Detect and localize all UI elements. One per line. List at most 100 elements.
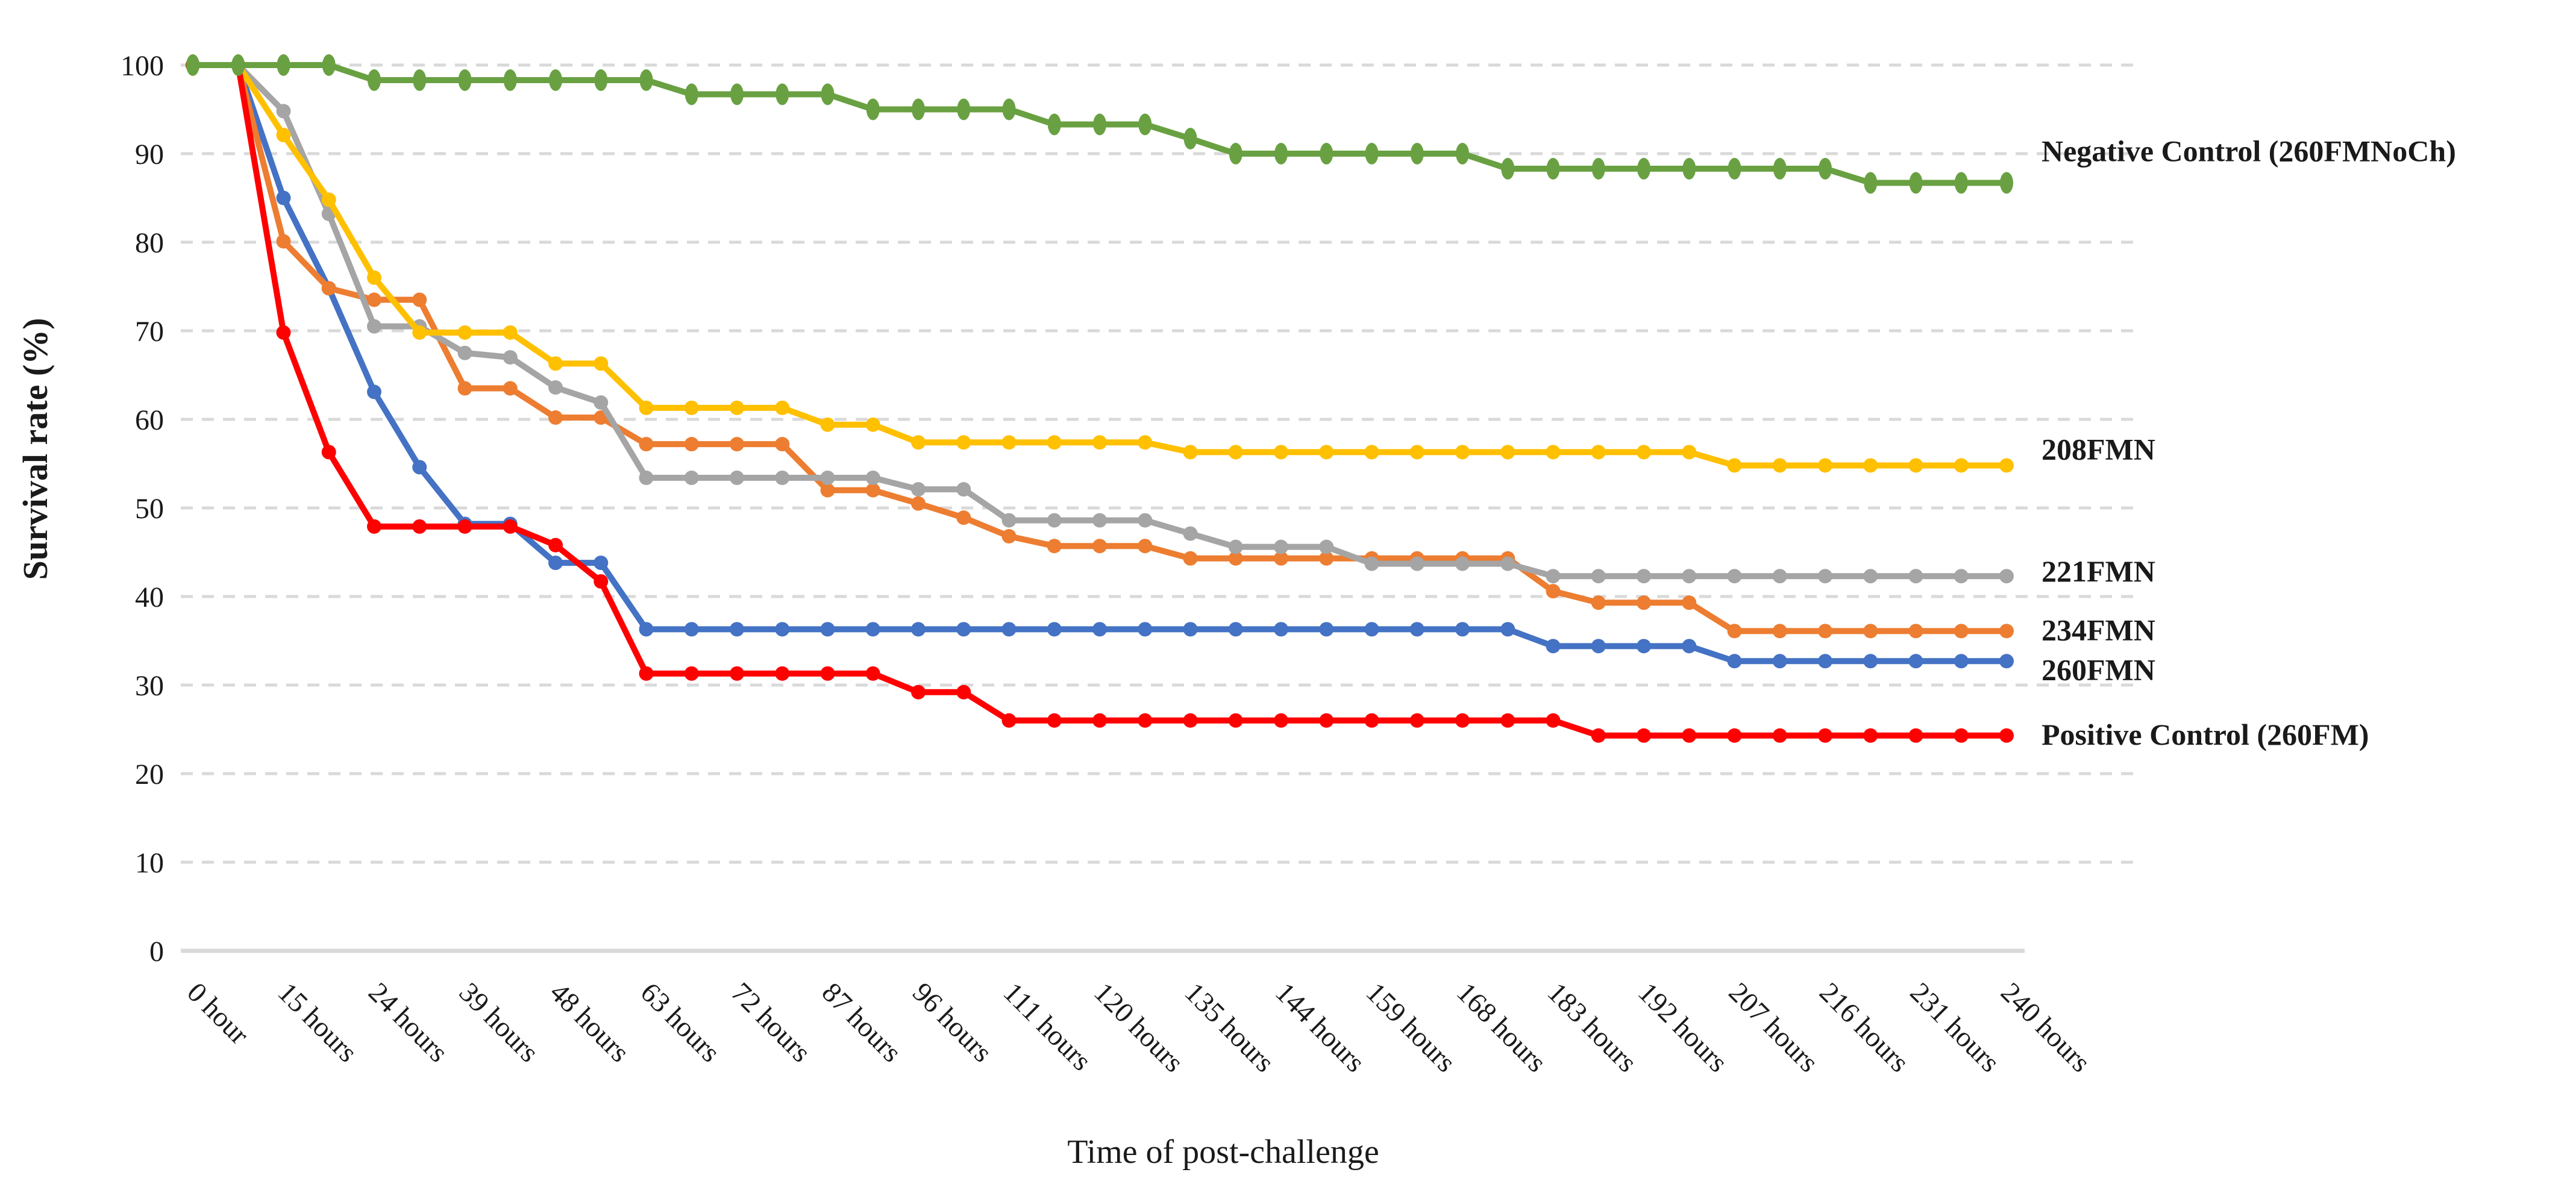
legend-label-234fmn: 234FMN: [2042, 613, 2155, 647]
data-point: [503, 350, 518, 365]
data-point: [685, 83, 698, 105]
data-point: [1500, 445, 1515, 460]
data-point: [367, 292, 381, 307]
data-point: [1772, 624, 1787, 639]
data-point: [1772, 654, 1787, 669]
y-tick-label-30: 30: [135, 670, 164, 702]
data-point: [276, 234, 291, 249]
y-tick-label-10: 10: [135, 847, 164, 879]
legend-label-260fmn: 260FMN: [2042, 653, 2155, 686]
data-point: [231, 54, 245, 76]
data-point: [730, 437, 744, 452]
data-point: [1682, 445, 1697, 460]
data-point: [1409, 713, 1424, 728]
data-point: [1274, 539, 1288, 554]
series-221fmn: [186, 58, 2014, 584]
data-point: [594, 556, 609, 571]
data-point: [956, 435, 971, 450]
series-208fmn: [186, 58, 2014, 473]
data-point: [1047, 113, 1061, 136]
data-point: [1591, 595, 1606, 610]
data-point: [321, 281, 336, 296]
data-point: [1501, 157, 1515, 180]
y-axis-title: Survival rate (%): [16, 318, 55, 580]
data-point: [1409, 445, 1424, 460]
data-point: [503, 69, 517, 91]
data-point: [776, 83, 789, 105]
x-tick-label: 183 hours: [1541, 977, 1643, 1079]
legend-label-221fmn: 221FMN: [2042, 554, 2155, 588]
data-point: [1364, 622, 1379, 637]
y-tick-label-40: 40: [135, 581, 164, 613]
data-point: [1999, 728, 2014, 743]
data-point: [1682, 569, 1697, 584]
data-point: [321, 445, 336, 460]
data-point: [730, 666, 744, 681]
data-point: [865, 622, 880, 637]
data-point: [684, 400, 699, 415]
data-point: [1500, 622, 1515, 637]
data-point: [775, 471, 790, 486]
data-point: [1228, 445, 1243, 460]
data-point: [1138, 513, 1153, 528]
data-point: [1908, 728, 1923, 743]
data-point: [412, 519, 427, 534]
data-point: [1546, 713, 1561, 728]
data-point: [775, 400, 790, 415]
data-point: [1772, 728, 1787, 743]
data-point: [548, 356, 563, 371]
data-point: [1500, 713, 1515, 728]
data-point: [548, 556, 563, 571]
data-point: [1637, 569, 1651, 584]
data-point: [1183, 622, 1198, 637]
data-point: [2000, 172, 2013, 194]
data-point: [1455, 445, 1470, 460]
data-point: [1320, 143, 1333, 164]
data-point: [1999, 624, 2014, 639]
x-tick-label: 24 hours: [362, 977, 454, 1068]
x-tick-label: 72 hours: [725, 977, 816, 1068]
data-point: [1954, 458, 1969, 473]
data-point: [1092, 435, 1107, 450]
data-point: [956, 510, 971, 525]
x-tick-label: 87 hours: [816, 977, 907, 1068]
data-point: [1637, 639, 1651, 654]
data-point: [457, 325, 472, 340]
y-tick-label-80: 80: [135, 227, 164, 259]
data-point: [1773, 157, 1787, 180]
data-point: [1002, 98, 1016, 121]
data-point: [1001, 435, 1017, 450]
data-point: [1772, 458, 1787, 473]
data-point: [820, 483, 835, 498]
data-point: [457, 519, 472, 534]
data-point: [1455, 713, 1470, 728]
x-tick-label: 63 hours: [635, 977, 726, 1068]
x-tick-label: 207 hours: [1723, 977, 1825, 1079]
data-point: [1772, 569, 1787, 584]
data-point: [1863, 458, 1878, 473]
data-point: [1591, 639, 1606, 654]
data-point: [956, 622, 971, 637]
data-point: [1999, 569, 2014, 584]
data-point: [684, 437, 699, 452]
data-point: [1954, 569, 1969, 584]
data-point: [1500, 556, 1515, 571]
data-point: [412, 325, 427, 340]
x-axis-title: Time of post-challenge: [1067, 1133, 1379, 1171]
y-tick-label-90: 90: [135, 139, 164, 171]
data-point: [639, 69, 653, 91]
data-point: [1908, 569, 1923, 584]
data-point: [1546, 584, 1561, 599]
data-point: [639, 471, 654, 486]
data-point: [820, 666, 835, 681]
data-point: [1999, 654, 2014, 669]
data-point: [639, 666, 654, 681]
x-tick-label: 39 hours: [453, 977, 545, 1068]
data-point: [1546, 157, 1560, 180]
data-point: [1591, 728, 1606, 743]
data-point: [912, 98, 925, 121]
data-point: [1727, 728, 1742, 743]
data-point: [1228, 551, 1243, 566]
